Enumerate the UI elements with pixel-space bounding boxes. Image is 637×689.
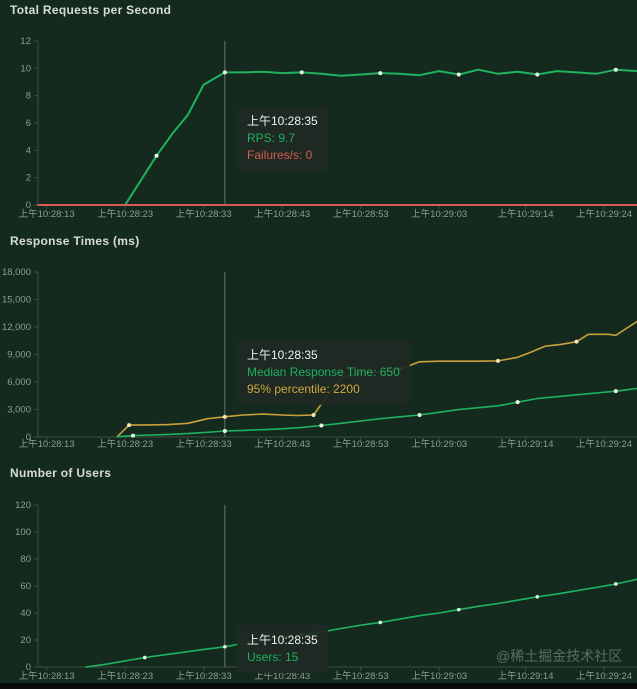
x-tick-label: 上午10:28:33 (176, 670, 232, 682)
tooltip-time: 上午10:28:35 (247, 633, 318, 647)
y-tick-label: 12,000 (2, 322, 31, 333)
x-tick-label: 上午10:29:24 (576, 670, 632, 682)
data-point-marker (154, 153, 159, 158)
x-tick-label: 上午10:28:53 (333, 670, 389, 682)
x-tick-label: 上午10:28:23 (97, 438, 153, 450)
x-tick-label: 上午10:28:43 (254, 438, 310, 450)
y-tick-label: 18,000 (2, 267, 31, 278)
data-point-marker (222, 414, 227, 419)
users-chart-title: Number of Users (10, 466, 112, 480)
y-tick-label: 3,000 (7, 405, 31, 416)
x-tick-label: 上午10:28:13 (19, 438, 75, 450)
y-tick-label: 15,000 (2, 295, 31, 306)
tooltip-rps-value: RPS: 9.7 (247, 131, 296, 145)
x-tick-label: 上午10:29:03 (411, 670, 467, 682)
x-tick-label: 上午10:29:14 (498, 438, 554, 450)
rps-chart[interactable]: 0 2 4 6 8 10 12 上午10:28:13 上午10:28:23 上午10:28:33 上… (0, 36, 637, 228)
response-times-chart[interactable]: 0 3,000 6,000 9,000 12,000 15,000 18,000 上午10:2… (0, 266, 637, 458)
response-times-tooltip: 上午10:28:35 Median Response Time: 650 95%… (237, 340, 410, 405)
x-tick-label: 上午10:28:53 (333, 208, 389, 220)
juejin-watermark: @稀土掘金技术社区 (496, 648, 623, 664)
y-tick-label: 60 (20, 581, 31, 592)
tooltip-p95-value: 95% percentile: 2200 (247, 382, 360, 396)
data-point-marker (535, 595, 540, 599)
y-tick-label: 10 (20, 63, 31, 74)
data-point-marker (614, 582, 618, 586)
tooltip-time: 上午10:28:35 (247, 348, 318, 362)
x-tick-label: 上午10:28:53 (333, 438, 389, 450)
y-tick-label: 20 (20, 635, 31, 646)
y-tick-label: 0 (26, 432, 31, 443)
tooltip-failures-value: Failures/s: 0 (247, 148, 313, 162)
data-point-marker (378, 71, 383, 76)
x-tick-label: 上午10:29:03 (411, 438, 467, 450)
series-line-median-response-time (116, 387, 637, 438)
data-point-marker (574, 339, 579, 344)
x-tick-label: 上午10:28:13 (19, 208, 75, 220)
data-point-marker (417, 413, 422, 417)
data-point-marker (613, 67, 618, 72)
tooltip-users-value: Users: 15 (247, 650, 299, 664)
data-point-marker (319, 423, 324, 428)
y-tick-label: 4 (26, 145, 31, 156)
y-tick-label: 6,000 (7, 377, 31, 388)
y-tick-label: 100 (15, 527, 31, 538)
x-tick-label: 上午10:29:24 (576, 438, 632, 450)
x-tick-label: 上午10:29:14 (498, 208, 554, 220)
y-tick-label: 9,000 (7, 350, 31, 361)
y-tick-label: 12 (20, 36, 31, 47)
x-tick-label: 上午10:28:33 (176, 438, 232, 450)
x-tick-label: 上午10:29:14 (498, 670, 554, 682)
rps-chart-title: Total Requests per Second (10, 3, 172, 17)
x-tick-label: 上午10:29:24 (576, 208, 632, 220)
data-point-marker (222, 429, 227, 434)
x-tick-label: 上午10:28:33 (176, 208, 232, 220)
x-tick-label: 上午10:28:13 (19, 670, 75, 682)
x-tick-label: 上午10:29:03 (411, 208, 467, 220)
y-tick-label: 120 (15, 500, 31, 511)
rps-tooltip: 上午10:28:35 RPS: 9.7 Failures/s: 0 (237, 106, 328, 171)
y-tick-label: 8 (26, 91, 31, 102)
data-point-marker (378, 620, 383, 625)
response-times-chart-title: Response Times (ms) (10, 234, 140, 248)
series-line-rps (124, 68, 637, 206)
x-tick-label: 上午10:28:23 (97, 208, 153, 220)
tooltip-time: 上午10:28:35 (247, 114, 318, 128)
data-point-marker (496, 358, 501, 363)
users-chart[interactable]: 0 20 40 60 80 100 120 上午10:28:13 上午10:28:23 上午10:… (0, 498, 637, 684)
y-tick-label: 0 (26, 200, 31, 211)
data-point-marker (127, 423, 132, 428)
data-point-marker (535, 72, 540, 77)
data-point-marker (299, 70, 304, 75)
data-point-marker (456, 72, 461, 77)
x-tick-label: 上午10:28:23 (97, 670, 153, 682)
data-point-marker (515, 400, 520, 405)
data-point-marker (223, 644, 227, 649)
y-tick-label: 40 (20, 608, 31, 619)
y-tick-label: 6 (26, 118, 31, 129)
y-tick-label: 80 (20, 554, 31, 565)
y-tick-label: 0 (26, 662, 31, 673)
data-point-marker (130, 433, 135, 438)
data-point-marker (142, 655, 147, 660)
series-line-users (85, 578, 637, 668)
data-point-marker (456, 607, 461, 612)
y-tick-label: 2 (26, 173, 31, 184)
data-point-marker (222, 70, 227, 75)
x-tick-label: 上午10:28:43 (254, 208, 310, 220)
data-point-marker (613, 389, 618, 394)
x-tick-label: 上午10:28:43 (254, 670, 310, 682)
users-tooltip: 上午10:28:35 Users: 15 (237, 625, 328, 673)
data-point-marker (311, 413, 316, 417)
tooltip-median-value: Median Response Time: 650 (247, 365, 400, 379)
bottom-black-bar (0, 683, 637, 689)
